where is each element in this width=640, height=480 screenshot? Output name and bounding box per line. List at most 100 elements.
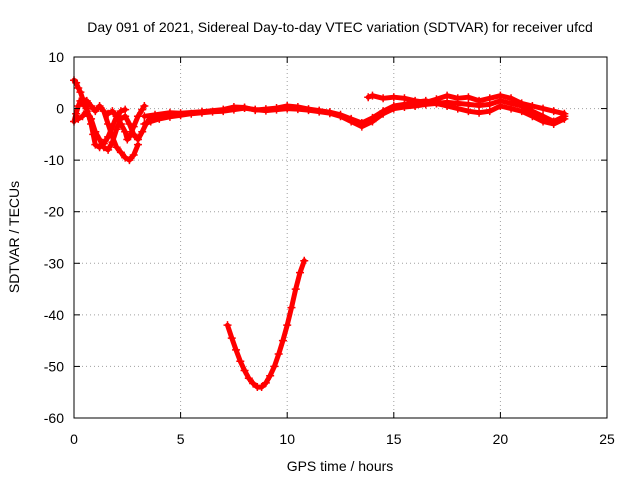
data-point bbox=[129, 122, 138, 131]
data-point bbox=[95, 135, 104, 144]
data-point bbox=[528, 112, 537, 121]
data-point bbox=[104, 145, 113, 154]
data-point bbox=[176, 109, 185, 118]
data-point bbox=[112, 125, 121, 134]
plot-frame bbox=[73, 56, 608, 419]
series-line bbox=[225, 258, 307, 390]
data-point bbox=[116, 148, 125, 157]
x-axis-label: GPS time / hours bbox=[287, 458, 394, 474]
series-early-cluster-b bbox=[70, 96, 142, 165]
x-tick-label: 5 bbox=[177, 431, 185, 447]
data-point bbox=[507, 104, 516, 113]
data-point bbox=[95, 101, 104, 110]
data-point bbox=[91, 107, 100, 116]
data-point bbox=[240, 366, 249, 375]
data-point bbox=[108, 107, 117, 116]
data-point bbox=[315, 106, 324, 115]
data-point bbox=[125, 156, 134, 165]
data-point bbox=[274, 350, 283, 359]
axis-ticks bbox=[73, 56, 608, 419]
data-point bbox=[368, 113, 377, 122]
data-point bbox=[453, 104, 462, 113]
data-point bbox=[283, 321, 292, 330]
data-point bbox=[223, 321, 232, 330]
x-tick-label: 0 bbox=[70, 431, 78, 447]
data-point bbox=[336, 110, 345, 119]
data-point bbox=[464, 93, 473, 102]
data-point bbox=[72, 109, 81, 118]
series-late-upper-branch bbox=[364, 91, 569, 118]
data-point bbox=[364, 93, 373, 102]
data-point bbox=[560, 109, 569, 118]
data-point bbox=[78, 112, 87, 121]
data-point bbox=[283, 101, 292, 110]
y-tick-label: -40 bbox=[44, 307, 64, 323]
data-point bbox=[278, 336, 287, 345]
data-point bbox=[82, 96, 91, 105]
data-point bbox=[517, 99, 526, 108]
y-tick-label: 0 bbox=[56, 101, 64, 117]
data-point bbox=[82, 107, 91, 116]
y-tick-label: -20 bbox=[44, 204, 64, 220]
data-point bbox=[91, 127, 100, 136]
data-point bbox=[116, 107, 125, 116]
x-tick-label: 10 bbox=[279, 431, 295, 447]
data-point bbox=[165, 108, 174, 117]
data-point bbox=[539, 104, 548, 113]
data-point bbox=[528, 101, 537, 110]
data-point bbox=[197, 107, 206, 116]
data-point bbox=[300, 256, 309, 265]
data-point bbox=[507, 94, 516, 103]
data-point bbox=[138, 127, 147, 136]
data-point bbox=[72, 78, 81, 87]
data-point bbox=[400, 94, 409, 103]
data-point bbox=[129, 150, 138, 159]
data-point bbox=[151, 110, 160, 119]
data-point bbox=[443, 91, 452, 100]
data-point bbox=[140, 101, 149, 110]
data-point bbox=[464, 100, 473, 109]
data-point bbox=[227, 334, 236, 343]
y-tick-label: -10 bbox=[44, 152, 64, 168]
data-point bbox=[368, 91, 377, 100]
data-point bbox=[121, 105, 130, 114]
data-point bbox=[125, 132, 134, 141]
data-point bbox=[539, 117, 548, 126]
data-point bbox=[549, 107, 558, 116]
data-point bbox=[485, 107, 494, 116]
data-point bbox=[295, 268, 304, 277]
data-point bbox=[389, 101, 398, 110]
data-point bbox=[379, 94, 388, 103]
data-point bbox=[104, 109, 113, 118]
data-point bbox=[347, 114, 356, 123]
series-dip-arc bbox=[223, 256, 309, 392]
data-point bbox=[432, 95, 441, 104]
data-point bbox=[121, 112, 130, 121]
data-point bbox=[76, 88, 85, 97]
chart-title: Day 091 of 2021, Sidereal Day-to-day VTE… bbox=[87, 19, 593, 35]
data-point bbox=[74, 114, 83, 123]
data-point bbox=[496, 101, 505, 110]
data-point bbox=[140, 120, 149, 129]
data-point bbox=[104, 120, 113, 129]
grid bbox=[74, 57, 607, 418]
data-point bbox=[496, 91, 505, 100]
y-tick-label: 10 bbox=[48, 49, 64, 65]
data-point bbox=[443, 101, 452, 110]
data-point bbox=[112, 112, 121, 121]
data-point bbox=[475, 96, 484, 105]
data-point bbox=[240, 103, 249, 112]
data-series-layer bbox=[70, 76, 569, 392]
data-point bbox=[517, 107, 526, 116]
data-point bbox=[87, 114, 96, 123]
y-axis-label: SDTVAR / TECUs bbox=[6, 181, 22, 293]
data-point bbox=[411, 96, 420, 105]
y-tick-label: -30 bbox=[44, 255, 64, 271]
data-point bbox=[304, 105, 313, 114]
data-point bbox=[421, 98, 430, 107]
data-point bbox=[133, 135, 142, 144]
data-point bbox=[140, 112, 149, 121]
data-point bbox=[108, 138, 117, 147]
x-tick-label: 15 bbox=[386, 431, 402, 447]
data-point bbox=[236, 357, 245, 366]
